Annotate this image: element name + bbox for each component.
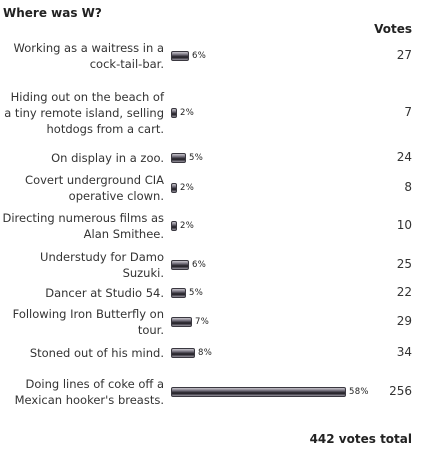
poll-percent-label: 6% bbox=[192, 51, 207, 61]
poll-option-label: Understudy for Damo Suzuki. bbox=[40, 250, 164, 280]
poll-option-label: Working as a waitress in a cock-tail-bar… bbox=[13, 41, 165, 71]
total-votes: 442 votes total bbox=[309, 432, 412, 446]
poll-option-label: Covert underground CIA operative clown. bbox=[25, 173, 164, 203]
poll-option-label: Stoned out of his mind. bbox=[29, 346, 164, 360]
poll-vote-count: 10 bbox=[396, 218, 412, 232]
poll-option-row: Hiding out on the beach of a tiny remote… bbox=[0, 81, 431, 145]
poll-bar bbox=[171, 153, 186, 163]
poll-vote-count: 22 bbox=[396, 285, 412, 299]
poll-bar bbox=[171, 387, 346, 397]
poll-bar-cell: 2% bbox=[171, 218, 194, 234]
votes-column-header: Votes bbox=[374, 22, 412, 36]
poll-bar bbox=[171, 221, 177, 231]
poll-bar-cell: 2% bbox=[171, 180, 194, 196]
poll-bar-cell: 5% bbox=[171, 285, 203, 301]
poll-vote-count: 29 bbox=[396, 314, 412, 328]
poll-percent-label: 2% bbox=[180, 108, 195, 118]
poll-bar-cell: 5% bbox=[171, 150, 203, 166]
poll-vote-count: 256 bbox=[389, 384, 412, 398]
poll-bar-cell: 2% bbox=[171, 105, 194, 121]
poll-option-label: Dancer at Studio 54. bbox=[45, 286, 164, 300]
poll-percent-label: 5% bbox=[189, 153, 204, 163]
poll-option-label: Following Iron Butterfly on tour. bbox=[12, 307, 164, 337]
poll-option-row: Following Iron Butterfly on tour. 7% 29 bbox=[0, 306, 431, 338]
poll-percent-label: 5% bbox=[189, 288, 204, 298]
poll-vote-count: 25 bbox=[396, 257, 412, 271]
poll-vote-count: 8 bbox=[404, 180, 412, 194]
poll-option-row: Doing lines of coke off a Mexican hooker… bbox=[0, 368, 431, 416]
poll-percent-label: 8% bbox=[198, 348, 213, 358]
poll-option-row: On display in a zoo. 5% 24 bbox=[0, 150, 431, 166]
poll-percent-label: 7% bbox=[195, 317, 210, 327]
poll-bar bbox=[171, 317, 192, 327]
poll-option-label: Hiding out on the beach of a tiny remote… bbox=[4, 90, 164, 136]
poll-bar-cell: 8% bbox=[171, 345, 212, 361]
poll-vote-count: 27 bbox=[396, 48, 412, 62]
poll-bar bbox=[171, 288, 186, 298]
poll-option-row: Stoned out of his mind. 8% 34 bbox=[0, 345, 431, 361]
poll-option-row: Covert underground CIA operative clown. 2… bbox=[0, 172, 431, 204]
poll-option-row: Directing numerous films as Alan Smithee… bbox=[0, 210, 431, 242]
poll-bar bbox=[171, 108, 177, 118]
poll-option-label: On display in a zoo. bbox=[51, 151, 164, 165]
poll-bar-cell: 58% bbox=[171, 384, 369, 400]
poll-bar-cell: 6% bbox=[171, 257, 206, 273]
poll-bar bbox=[171, 348, 195, 358]
poll-percent-label: 2% bbox=[180, 183, 195, 193]
poll-vote-count: 7 bbox=[404, 105, 412, 119]
poll-option-row: Understudy for Damo Suzuki. 6% 25 bbox=[0, 249, 431, 281]
poll-bar-cell: 7% bbox=[171, 314, 209, 330]
poll-title: Where was W? bbox=[3, 6, 102, 20]
poll-option-label: Directing numerous films as Alan Smithee… bbox=[2, 211, 165, 241]
poll-option-row: Dancer at Studio 54. 5% 22 bbox=[0, 285, 431, 301]
poll-option-row: Working as a waitress in a cock-tail-bar… bbox=[0, 40, 431, 72]
poll-percent-label: 6% bbox=[192, 260, 207, 270]
poll-bar bbox=[171, 51, 189, 61]
poll-bar bbox=[171, 183, 177, 193]
poll-option-label: Doing lines of coke off a Mexican hooker… bbox=[14, 377, 164, 407]
poll-vote-count: 24 bbox=[396, 150, 412, 164]
poll-vote-count: 34 bbox=[396, 345, 412, 359]
poll-bar bbox=[171, 260, 189, 270]
poll-percent-label: 58% bbox=[349, 387, 369, 397]
poll-bar-cell: 6% bbox=[171, 48, 206, 64]
poll-percent-label: 2% bbox=[180, 221, 195, 231]
